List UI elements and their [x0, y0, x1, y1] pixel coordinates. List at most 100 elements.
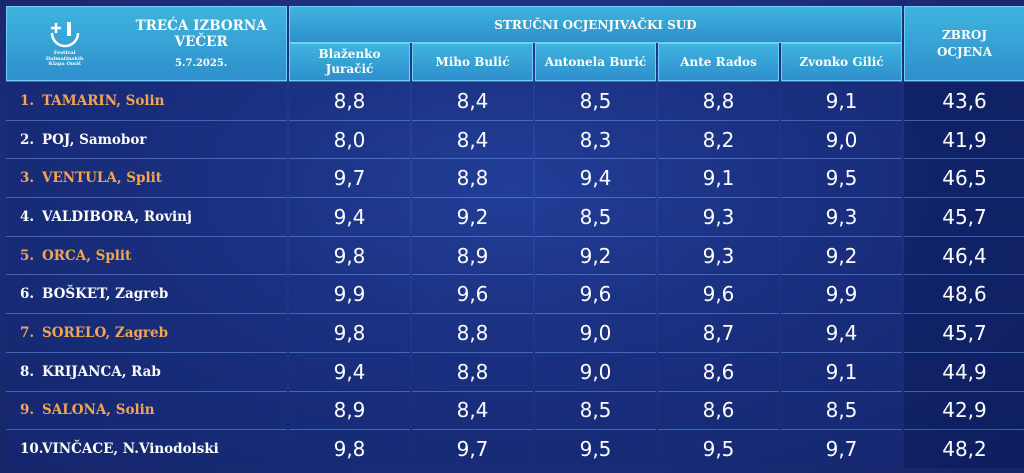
total-score-cell: 48,2 [904, 429, 1024, 468]
rank-number: 10. [20, 441, 44, 458]
total-score-cell: 44,9 [904, 351, 1024, 391]
judge-header: Antonela Burić [535, 43, 656, 81]
score-cell: 8,4 [412, 119, 533, 159]
score-cell: 9,8 [289, 313, 410, 352]
score-cell: 9,8 [289, 235, 410, 275]
score-cell: 9,6 [412, 274, 533, 314]
score-cell: 8,7 [658, 313, 779, 352]
klapa-name-cell: 5. ORCA, Split [6, 235, 287, 275]
score-cell: 9,2 [535, 235, 656, 275]
score-cell: 8,8 [412, 313, 533, 352]
rank-number: 9. [20, 402, 35, 419]
klapa-name-cell: 7. SORELO, Zagreb [6, 313, 287, 352]
score-cell: 8,9 [289, 390, 410, 430]
score-cell: 8,8 [412, 351, 533, 391]
score-cell: 9,4 [289, 351, 410, 391]
score-cell: 8,6 [658, 390, 779, 430]
klapa-name-cell: 3. VENTULA, Split [6, 158, 287, 198]
score-cell: 9,7 [781, 429, 902, 468]
judge-header: Miho Bulić [412, 43, 533, 81]
score-cell: 9,1 [781, 81, 902, 120]
score-cell: 8,6 [658, 351, 779, 391]
score-cell: 9,4 [781, 313, 902, 352]
klapa-name: ORCA, Split [42, 247, 132, 264]
judge-header: Zvonko Gilić [781, 43, 902, 81]
score-cell: 8,5 [535, 81, 656, 120]
klapa-name-cell: 9. SALONA, Solin [6, 390, 287, 430]
rank-number: 1. [20, 92, 35, 109]
klapa-name: BOŠKET, Zagreb [42, 286, 169, 303]
jury-title: STRUČNI OCJENJIVAČKI SUD [289, 6, 902, 43]
score-cell: 8,8 [658, 81, 779, 120]
score-cell: 9,5 [781, 158, 902, 198]
judge-header: Ante Rados [658, 43, 779, 81]
score-cell: 8,5 [535, 197, 656, 236]
total-score-cell: 45,7 [904, 197, 1024, 236]
score-cell: 8,8 [412, 158, 533, 198]
klapa-name-cell: 6. BOŠKET, Zagreb [6, 274, 287, 314]
score-cell: 9,4 [289, 197, 410, 236]
rank-number: 6. [20, 286, 35, 303]
score-cell: 9,2 [781, 235, 902, 275]
results-table: Festival Dalmatinskih Klapa Omiš TREĆA I… [6, 6, 1024, 468]
score-cell: 9,3 [781, 197, 902, 236]
rank-number: 7. [20, 324, 35, 341]
score-cell: 8,4 [412, 81, 533, 120]
header-logo-block: Festival Dalmatinskih Klapa Omiš TREĆA I… [6, 6, 287, 81]
score-cell: 9,8 [289, 429, 410, 468]
klapa-name: VALDIBORA, Rovinj [42, 208, 192, 225]
score-cell: 9,0 [535, 313, 656, 352]
score-cell: 9,6 [535, 274, 656, 314]
score-cell: 9,5 [535, 429, 656, 468]
total-score-cell: 45,7 [904, 313, 1024, 352]
rank-number: 8. [20, 363, 35, 380]
score-cell: 8,2 [658, 119, 779, 159]
klapa-name: VINČACE, N.Vinodolski [42, 441, 219, 458]
total-score-cell: 46,5 [904, 158, 1024, 198]
total-header: ZBROJ OCJENA [904, 6, 1024, 81]
total-score-cell: 43,6 [904, 81, 1024, 120]
score-cell: 9,1 [781, 351, 902, 391]
rank-number: 3. [20, 170, 35, 187]
score-cell: 9,3 [658, 197, 779, 236]
klapa-name: KRIJANCA, Rab [42, 363, 161, 380]
score-cell: 8,5 [535, 390, 656, 430]
score-cell: 9,4 [535, 158, 656, 198]
score-cell: 9,0 [781, 119, 902, 159]
score-cell: 9,6 [658, 274, 779, 314]
score-cell: 8,4 [412, 390, 533, 430]
score-cell: 9,1 [658, 158, 779, 198]
klapa-name: VENTULA, Split [42, 170, 162, 187]
score-cell: 9,7 [289, 158, 410, 198]
score-cell: 9,9 [781, 274, 902, 314]
event-date: 5.7.2025. [175, 58, 228, 69]
score-cell: 9,9 [289, 274, 410, 314]
score-cell: 9,7 [412, 429, 533, 468]
festival-logo: Festival Dalmatinskih Klapa Omiš [35, 11, 94, 77]
klapa-name-cell: 8. KRIJANCA, Rab [6, 351, 287, 391]
score-cell: 8,9 [412, 235, 533, 275]
score-cell: 9,2 [412, 197, 533, 236]
rank-number: 2. [20, 131, 35, 148]
score-cell: 8,3 [535, 119, 656, 159]
klapa-name-cell: 10. VINČACE, N.Vinodolski [6, 429, 287, 468]
judge-header: Blaženko Juračić [289, 43, 410, 81]
klapa-name: SALONA, Solin [42, 402, 155, 419]
total-score-cell: 46,4 [904, 235, 1024, 275]
score-cell: 8,0 [289, 119, 410, 159]
score-cell: 9,0 [535, 351, 656, 391]
score-cell: 9,5 [658, 429, 779, 468]
page-title: TREĆA IZBORNA VEČER [135, 18, 267, 50]
klapa-name-cell: 1. TAMARIN, Solin [6, 81, 287, 120]
klapa-name-cell: 2. POJ, Samobor [6, 119, 287, 159]
score-cell: 8,5 [781, 390, 902, 430]
klapa-name-cell: 4. VALDIBORA, Rovinj [6, 197, 287, 236]
total-score-cell: 41,9 [904, 119, 1024, 159]
logo-text: Festival Dalmatinskih Klapa Omiš [45, 50, 84, 68]
klapa-name: POJ, Samobor [42, 131, 147, 148]
klapa-name: TAMARIN, Solin [42, 92, 165, 109]
score-cell: 9,3 [658, 235, 779, 275]
total-score-cell: 48,6 [904, 274, 1024, 314]
festival-logo-icon [50, 22, 79, 48]
rank-number: 5. [20, 247, 35, 264]
